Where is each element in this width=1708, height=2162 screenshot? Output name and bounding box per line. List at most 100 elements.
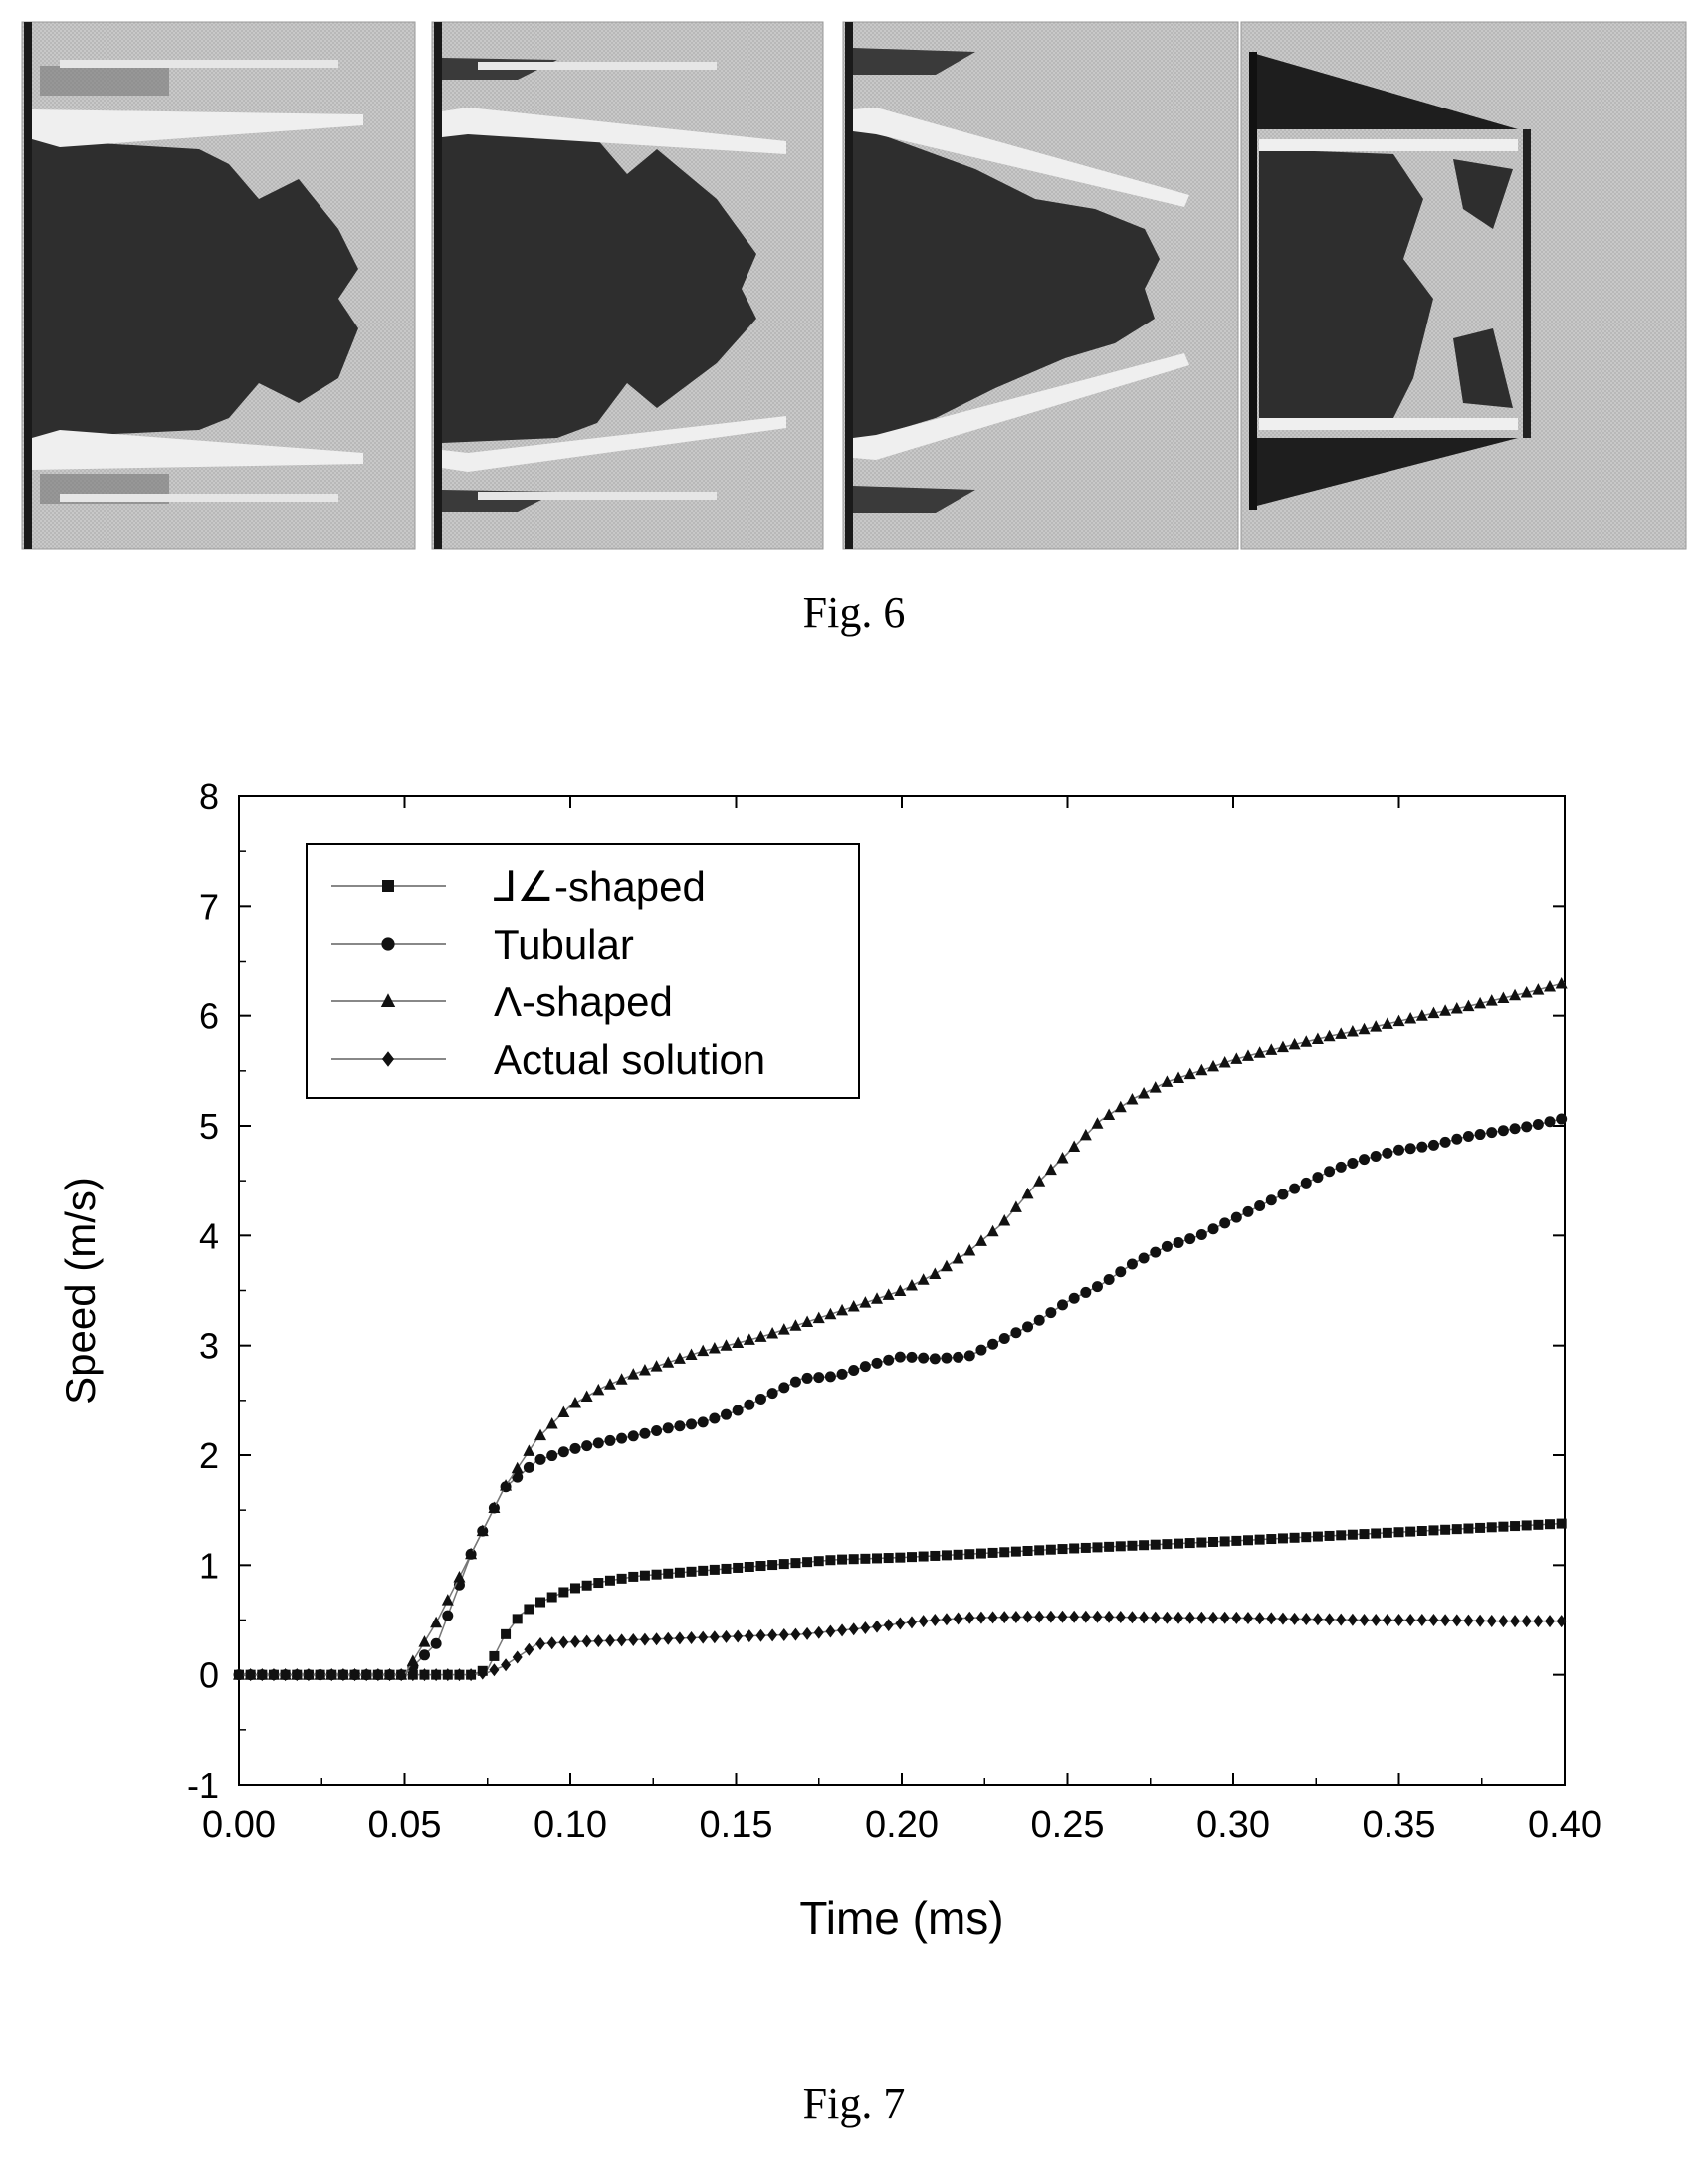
series-point: [733, 1629, 744, 1643]
legend-marker: [381, 937, 395, 951]
axis-ticks: 0.00 0.05 0.10 0.15 0.20 0.25 0.30 0.35 0.40 -1 0 1…: [187, 776, 1601, 1845]
series-point: [1440, 1614, 1451, 1627]
lower-plate: [853, 353, 1189, 460]
series-point: [766, 1327, 779, 1339]
series-point: [1428, 1525, 1439, 1536]
dark-region: [32, 139, 358, 438]
series-point: [1382, 1147, 1393, 1159]
legend-label: Λ-shaped: [494, 978, 673, 1025]
series-point: [1440, 1524, 1451, 1535]
series-point: [1115, 1266, 1127, 1278]
series-point: [801, 1315, 814, 1327]
series-point: [1091, 1117, 1104, 1129]
series-point: [1393, 1614, 1404, 1626]
series-point: [454, 1668, 465, 1682]
series-point: [1277, 1533, 1288, 1544]
series-point: [1207, 1059, 1220, 1072]
series-point: [1138, 1086, 1151, 1099]
series-point: [245, 1668, 256, 1682]
y-tick-label: 2: [199, 1435, 219, 1476]
series-point: [593, 1634, 604, 1648]
series-point: [1545, 1519, 1556, 1530]
series-point: [569, 1583, 580, 1594]
series-point: [941, 1613, 952, 1626]
series-point: [1057, 1299, 1069, 1311]
series-point: [1254, 1612, 1265, 1625]
fig6-panel-4: [1240, 21, 1687, 550]
series-point: [524, 1642, 534, 1656]
series-point: [754, 1393, 766, 1405]
series-point: [1486, 1614, 1497, 1627]
series-point: [998, 1213, 1011, 1226]
series-point: [1370, 1150, 1382, 1162]
series-point: [1207, 1223, 1219, 1235]
series-point: [720, 1339, 733, 1351]
series-point: [512, 1614, 523, 1624]
series-point: [663, 1568, 674, 1579]
series-point: [418, 1649, 430, 1661]
series-point: [1509, 988, 1522, 1001]
series-point: [837, 1623, 848, 1637]
series-point: [1010, 1610, 1021, 1623]
series-point: [465, 1547, 478, 1560]
series-point: [1311, 1032, 1324, 1045]
series-point: [1416, 1141, 1428, 1153]
series-point: [848, 1622, 859, 1636]
series-point: [616, 1573, 627, 1584]
series-point: [546, 1592, 557, 1603]
series-point: [1069, 1610, 1080, 1623]
series-point: [732, 1405, 744, 1416]
series-point: [999, 1611, 1010, 1624]
series-point: [929, 1267, 942, 1279]
series-point: [337, 1668, 348, 1682]
series-point: [1103, 1273, 1115, 1285]
series-point: [709, 1412, 721, 1424]
series-point: [1173, 1071, 1185, 1084]
series-point: [883, 1553, 894, 1564]
series-point: [802, 1557, 813, 1568]
series-point: [1521, 1520, 1532, 1531]
x-tick-label: 0.00: [202, 1804, 276, 1845]
series-point: [1497, 1125, 1509, 1137]
series-point: [627, 1430, 639, 1442]
series-point: [1045, 1307, 1057, 1319]
series-point: [1347, 1613, 1358, 1626]
series-point: [733, 1562, 744, 1573]
series-point: [778, 1627, 789, 1641]
series-point: [1474, 1129, 1486, 1141]
series-point: [1312, 1531, 1323, 1542]
lower-plate: [32, 430, 363, 470]
legend-label: Actual solution: [494, 1036, 765, 1083]
series-point: [686, 1418, 698, 1430]
dark-region: [853, 124, 1160, 443]
series-point: [1474, 996, 1487, 1009]
series-point: [953, 1549, 963, 1560]
series-point: [941, 1550, 952, 1561]
series-diamond: [234, 1610, 1567, 1682]
series-point: [1115, 1611, 1126, 1624]
series-point: [1323, 1029, 1336, 1042]
series-point: [698, 1565, 709, 1576]
series-point: [1173, 1237, 1184, 1249]
series-point: [1392, 1014, 1405, 1027]
series-point: [511, 1461, 524, 1474]
series-point: [1532, 983, 1545, 995]
series-point: [963, 1350, 975, 1362]
series-point: [477, 1666, 488, 1680]
series-point: [1288, 1037, 1301, 1050]
series-point: [1301, 1613, 1312, 1626]
series-point: [1079, 1128, 1092, 1141]
series-point: [268, 1668, 279, 1682]
series-point: [1277, 1189, 1289, 1200]
series-point: [1416, 1614, 1427, 1626]
series-point: [1022, 1545, 1033, 1556]
series-point: [663, 1631, 674, 1645]
series-point: [1218, 1056, 1231, 1068]
series-point: [326, 1668, 337, 1682]
series-point: [1161, 1240, 1173, 1252]
series-point: [1533, 1615, 1544, 1628]
series-point: [1022, 1321, 1034, 1333]
series-point: [1150, 1611, 1161, 1624]
series-point: [627, 1368, 640, 1380]
series-point: [1324, 1166, 1336, 1178]
